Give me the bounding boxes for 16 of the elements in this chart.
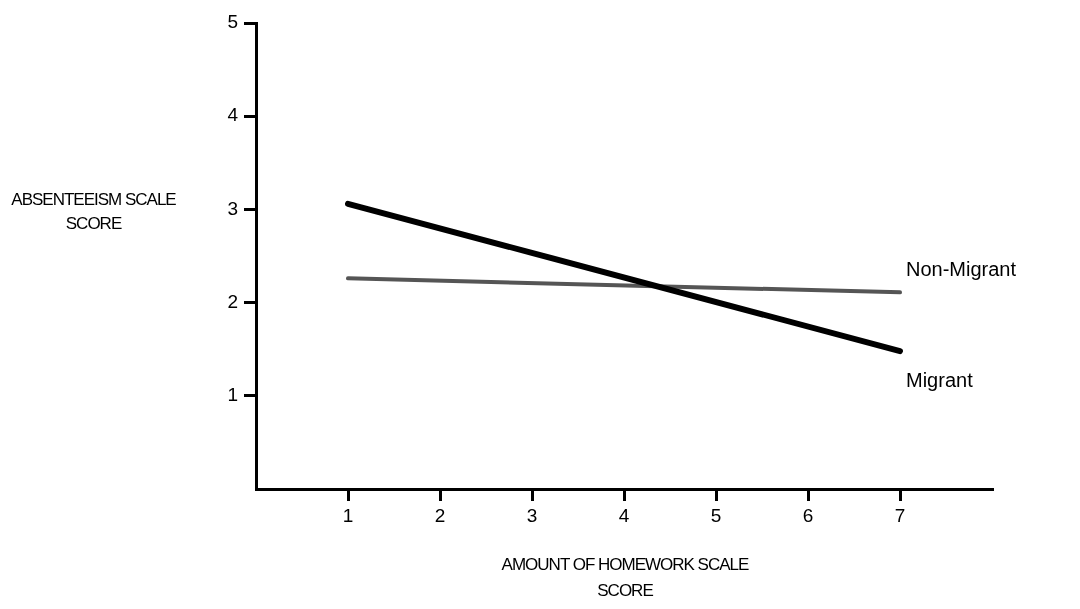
x-tick-label: 4 [618, 504, 630, 526]
y-tick-label: 3 [227, 197, 238, 219]
y-axis-title: ABSENTEEISM SCALE SCORE [10, 189, 177, 235]
x-tick-label: 3 [526, 504, 538, 526]
y-tick-label: 4 [227, 104, 239, 126]
x-axis-title: AMOUNT OF HOMEWORK SCALE SCORE [500, 554, 750, 602]
y-tick-label: 2 [227, 290, 238, 312]
y-tick-label: 5 [227, 11, 238, 33]
series-label: Migrant [906, 368, 974, 391]
x-tick-label: 2 [434, 504, 446, 526]
x-tick-label: 5 [710, 504, 722, 526]
y-tick-label: 1 [227, 384, 238, 406]
series-label: Non-Migrant [906, 257, 1017, 280]
x-tick-label: 1 [342, 504, 354, 526]
x-tick-label: 6 [802, 504, 814, 526]
x-tick-label: 7 [894, 504, 906, 526]
